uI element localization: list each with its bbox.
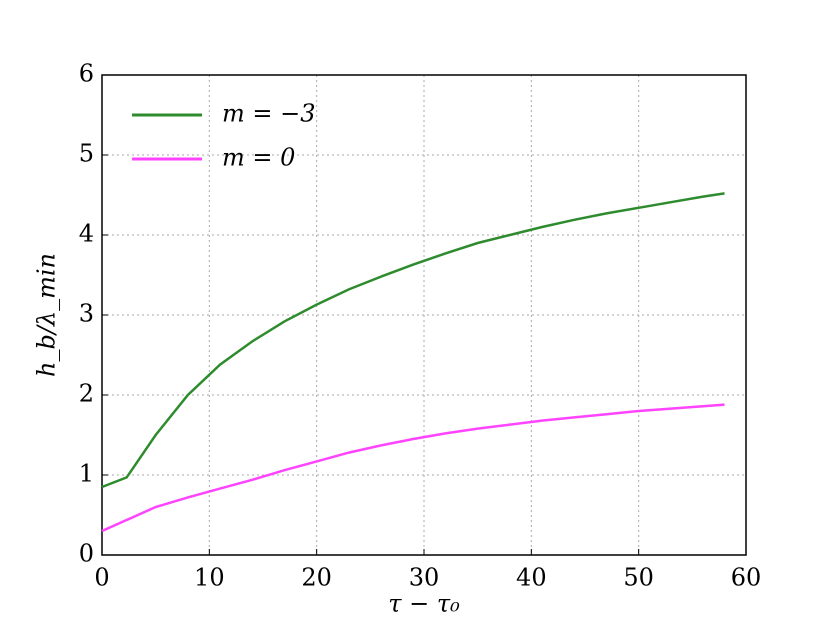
x-tick-label: 30 (409, 564, 440, 592)
x-tick-label: 40 (516, 564, 547, 592)
y-tick-label: 0 (79, 540, 94, 568)
y-tick-label: 2 (79, 380, 94, 408)
y-tick-label: 5 (79, 140, 94, 168)
legend-label: m = 0 (222, 144, 295, 172)
x-tick-label: 20 (301, 564, 332, 592)
data-line (101, 403, 725, 533)
y-tick-label: 6 (79, 60, 94, 88)
plot-frame (101, 74, 747, 556)
y-tick-label: 1 (79, 460, 94, 488)
y-axis-label: h_b/λ_min (33, 253, 61, 377)
data-line (101, 192, 725, 489)
x-axis-label: τ − τ₀ (388, 590, 460, 618)
x-tick-label: 60 (731, 564, 762, 592)
y-tick-label: 4 (79, 220, 94, 248)
x-tick-label: 10 (194, 564, 225, 592)
y-tick-label: 3 (79, 300, 94, 328)
x-tick-label: 50 (623, 564, 654, 592)
x-tick-label: 0 (94, 564, 109, 592)
legend-label: m = −3 (222, 100, 316, 128)
